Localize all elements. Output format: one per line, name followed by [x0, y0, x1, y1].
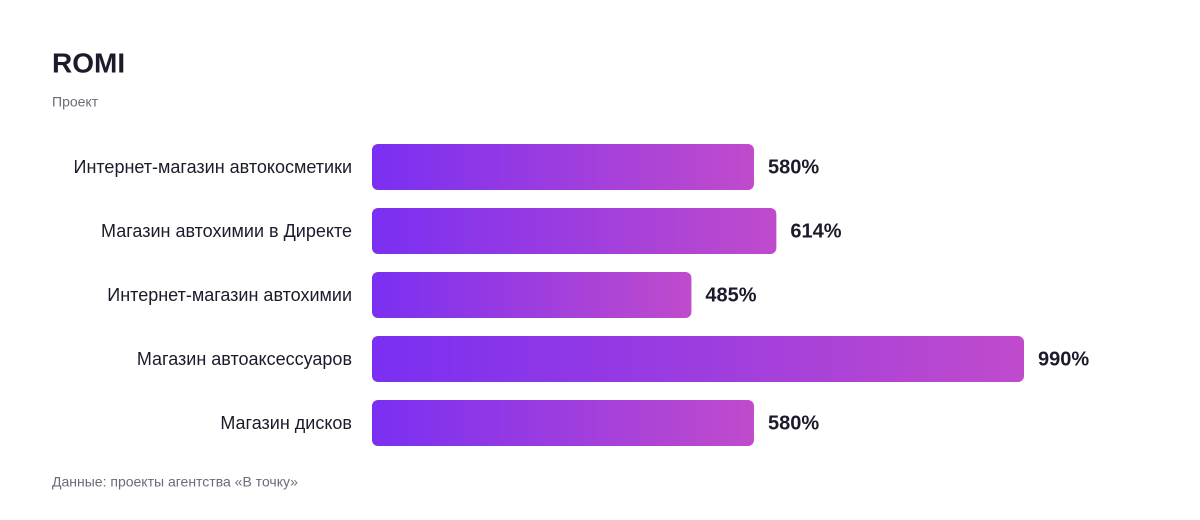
bar [372, 400, 754, 446]
chart-subtitle: Проект [52, 94, 99, 110]
value-label: 580% [768, 412, 819, 434]
category-label: Магазин автохимии в Директе [101, 221, 352, 241]
bar [372, 144, 754, 190]
value-label: 614% [790, 220, 841, 242]
category-label: Интернет-магазин автохимии [107, 285, 352, 305]
value-label: 580% [768, 156, 819, 178]
value-label: 990% [1038, 348, 1089, 370]
chart-title: ROMI [52, 47, 125, 78]
value-label: 485% [705, 284, 756, 306]
category-label: Магазин автоаксессуаров [137, 349, 352, 369]
bar [372, 336, 1024, 382]
category-label: Интернет-магазин автокосметики [74, 157, 352, 177]
bar [372, 272, 692, 318]
bar [372, 208, 777, 254]
category-label: Магазин дисков [220, 413, 352, 433]
source-note: Данные: проекты агентства «В точку» [52, 474, 298, 490]
